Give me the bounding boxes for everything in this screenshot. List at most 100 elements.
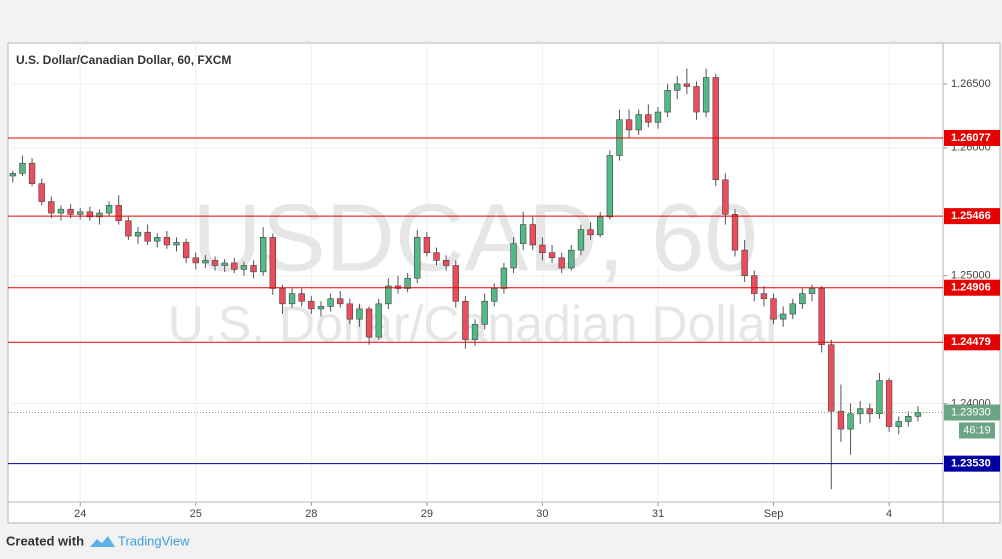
candle-body <box>28 162 36 184</box>
candle-body <box>885 380 893 427</box>
candle-body <box>337 298 344 305</box>
candle-body <box>221 262 228 266</box>
candle-body <box>529 224 536 246</box>
candle-body <box>385 285 392 305</box>
candle-body <box>452 265 459 302</box>
candle-body <box>654 111 662 123</box>
candle-body <box>548 252 556 259</box>
candle-body <box>356 308 363 320</box>
candle-body <box>317 306 325 310</box>
candle-body <box>539 244 546 253</box>
candle-body <box>77 211 84 215</box>
candle-body <box>144 231 151 242</box>
candle-body <box>577 229 585 251</box>
candle-body <box>731 214 739 251</box>
candle-body <box>481 300 488 325</box>
candle-body <box>741 249 748 276</box>
y-tick-label: 1.25000 <box>951 270 991 282</box>
candle-body <box>19 162 26 174</box>
candle-body <box>105 205 113 214</box>
candle-body <box>211 260 219 266</box>
candle-body <box>702 77 710 113</box>
candle-body <box>645 114 652 123</box>
candle-body <box>693 86 700 113</box>
candle-body <box>134 231 142 237</box>
candle-body <box>231 262 238 270</box>
candle-body <box>760 293 768 300</box>
candle-body <box>491 288 498 302</box>
chart-title: U.S. Dollar/Canadian Dollar, 60, FXCM <box>16 53 231 67</box>
candle-body <box>635 114 642 131</box>
candle-body <box>57 208 65 214</box>
candle-body <box>462 300 469 340</box>
countdown-label: 46:19 <box>963 424 991 436</box>
candle-body <box>471 323 479 340</box>
level-marker <box>944 129 1000 146</box>
candle-body <box>86 211 94 218</box>
countdown-marker <box>959 422 995 439</box>
candle-body <box>895 421 902 427</box>
candle-body <box>433 252 440 261</box>
candle-body <box>115 205 122 222</box>
candle-body <box>125 220 132 237</box>
candle-body <box>818 288 825 346</box>
candle-body <box>606 155 614 218</box>
candle-body <box>789 303 796 315</box>
candle-body <box>847 413 854 430</box>
candle-body <box>308 300 315 310</box>
candle-body <box>510 243 517 269</box>
x-tick-label: 30 <box>536 508 548 520</box>
candle-body <box>500 267 508 289</box>
candle-body <box>568 249 575 269</box>
grid <box>8 43 947 506</box>
level-label: 1.23530 <box>951 458 991 470</box>
candle-body <box>279 288 286 305</box>
candle-body <box>519 224 527 245</box>
candle-body <box>905 416 912 422</box>
x-tick-label: 29 <box>421 508 433 520</box>
candle-body <box>173 242 180 246</box>
candle-body <box>38 183 45 202</box>
level-marker <box>944 279 1000 296</box>
candle-body <box>269 237 276 289</box>
x-tick-label: 24 <box>74 508 86 520</box>
candle-body <box>770 298 777 320</box>
candle-body <box>799 293 806 305</box>
y-tick-label: 1.26500 <box>951 78 991 90</box>
candle-body <box>837 410 845 430</box>
candle-body <box>288 293 296 305</box>
candle-body <box>914 412 922 417</box>
candle-body <box>828 344 835 412</box>
tradingview-logo <box>90 536 115 547</box>
candle-body <box>375 303 382 338</box>
candle-body <box>202 260 209 264</box>
candle-body <box>394 285 402 289</box>
x-tick-label: 31 <box>652 508 664 520</box>
candle-body <box>48 201 55 214</box>
level-label: 1.24479 <box>951 336 991 348</box>
candle-body <box>365 308 373 338</box>
candle-body <box>423 237 431 253</box>
candle-body <box>664 90 671 113</box>
candle-body <box>866 408 874 415</box>
level-label: 1.26077 <box>951 132 991 144</box>
candle-body <box>779 313 787 320</box>
candle-body <box>67 208 74 215</box>
level-marker <box>944 455 1000 472</box>
candle-body <box>876 380 883 415</box>
last-price-label: 1.23930 <box>951 406 991 418</box>
candle-body <box>240 265 248 270</box>
candle-body <box>674 83 681 91</box>
candle-body <box>154 237 161 242</box>
footer-brand[interactable]: TradingView <box>118 533 190 548</box>
candle-body <box>414 237 421 279</box>
candle-body <box>250 265 257 273</box>
candle-body <box>163 237 171 246</box>
candle-body <box>96 212 103 218</box>
x-tick-label: 25 <box>190 508 202 520</box>
last-price-marker <box>944 404 1000 421</box>
footer-created: Created with <box>6 533 84 548</box>
level-marker <box>944 208 1000 225</box>
